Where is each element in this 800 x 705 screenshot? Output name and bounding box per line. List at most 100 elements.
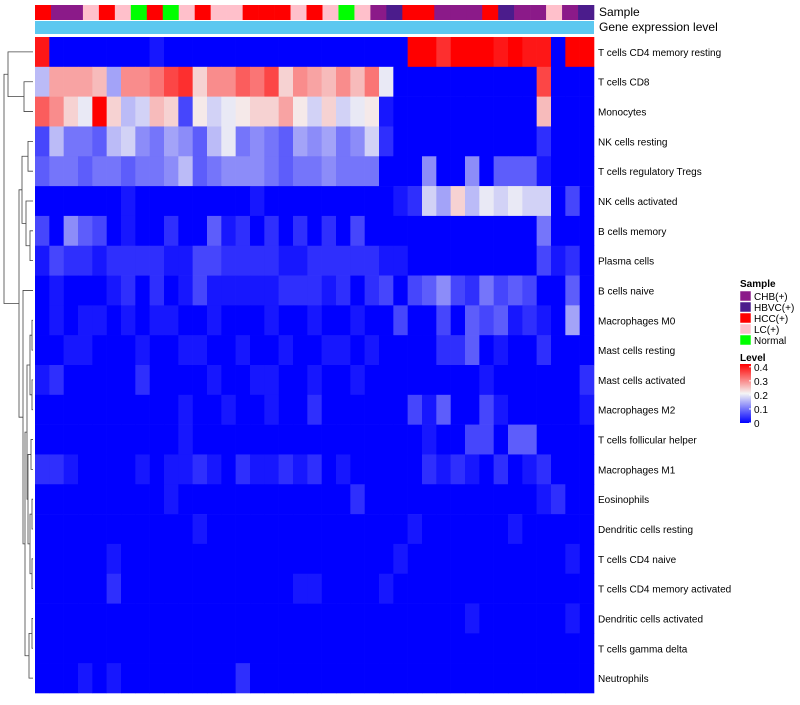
heatmap-cell xyxy=(522,394,537,425)
heatmap-cell xyxy=(278,96,294,127)
sample-annotation-cell xyxy=(322,5,339,20)
heatmap-cell xyxy=(350,573,365,604)
heatmap-cell xyxy=(207,365,222,396)
heatmap-cell xyxy=(336,573,351,604)
row-dendrogram xyxy=(3,51,33,679)
heatmap-cell xyxy=(350,126,365,157)
heatmap-cell xyxy=(565,365,580,396)
heatmap-cell xyxy=(579,96,595,127)
sample-annotation-cell xyxy=(498,5,515,20)
heatmap-cell xyxy=(479,633,494,664)
heatmap-cell xyxy=(207,394,222,425)
heatmap-cell xyxy=(207,215,222,247)
heatmap-cell xyxy=(536,186,552,217)
heatmap-cell xyxy=(293,66,308,97)
sample-annotation-cell xyxy=(274,5,291,20)
heatmap-cell xyxy=(579,335,595,366)
heatmap-cell xyxy=(278,156,294,187)
heatmap-cell xyxy=(307,394,322,425)
heatmap-cell xyxy=(379,633,394,664)
heatmap-cell xyxy=(149,394,165,425)
heatmap-cell xyxy=(350,633,365,664)
heatmap-cell xyxy=(78,335,93,366)
heatmap-cell xyxy=(35,484,50,515)
heatmap-cell xyxy=(450,454,466,485)
heatmap-cell xyxy=(307,603,322,634)
heatmap-cell xyxy=(49,573,64,604)
heatmap-cell xyxy=(121,96,136,127)
heatmap-cell xyxy=(106,37,122,68)
heatmap-cell xyxy=(192,186,208,217)
heatmap-cell xyxy=(264,66,279,97)
heatmap-cell xyxy=(393,365,408,396)
heatmap-cell xyxy=(78,484,93,515)
heatmap-cell xyxy=(579,66,595,97)
heatmap-cell xyxy=(135,156,150,187)
dendrogram-branch xyxy=(31,618,33,649)
sample-annotation-cell xyxy=(386,5,403,20)
heatmap-cell xyxy=(493,394,509,425)
sample-annotation-cell xyxy=(66,5,84,20)
heatmap-cell xyxy=(479,663,494,694)
heatmap-cell xyxy=(49,543,64,575)
heatmap-cell xyxy=(49,37,64,68)
heatmap-cell xyxy=(321,543,337,575)
heatmap-cell xyxy=(250,37,265,68)
heatmap-cell xyxy=(178,186,193,217)
heatmap-cell xyxy=(78,305,93,336)
heatmap-cell xyxy=(178,96,193,127)
heatmap-cell xyxy=(422,543,437,575)
sample-annotation-cell xyxy=(418,5,435,20)
heatmap-cell xyxy=(49,96,64,127)
heatmap-cell xyxy=(364,484,380,515)
heatmap-cell xyxy=(121,245,136,276)
heatmap-cell xyxy=(307,633,322,664)
heatmap-cell xyxy=(522,484,537,515)
heatmap-cell xyxy=(393,66,408,97)
heatmap-cell xyxy=(493,573,509,604)
heatmap-cell xyxy=(135,394,150,425)
heatmap-cell xyxy=(250,126,265,157)
heatmap-cell xyxy=(450,66,466,97)
heatmap-cell xyxy=(78,663,93,694)
heatmap-cell xyxy=(579,275,595,306)
heatmap-cell xyxy=(135,275,150,306)
heatmap-cell xyxy=(436,663,451,694)
heatmap-cell xyxy=(92,305,107,336)
heatmap-cell xyxy=(393,305,408,336)
heatmap-cell xyxy=(92,543,107,575)
heatmap-cell xyxy=(479,424,494,455)
heatmap-cell xyxy=(307,37,322,68)
heatmap-cell xyxy=(321,454,337,485)
heatmap-cell xyxy=(407,126,423,157)
heatmap-cell xyxy=(536,96,552,127)
heatmap-cell xyxy=(479,514,494,545)
level-legend-tick-label: 0.3 xyxy=(754,377,768,388)
sample-annotation-cell xyxy=(434,5,451,20)
heatmap-cell xyxy=(508,215,523,247)
heatmap-cell xyxy=(221,514,236,545)
heatmap-cell xyxy=(393,454,408,485)
heatmap-cell xyxy=(579,37,595,68)
heatmap-cell xyxy=(450,573,466,604)
heatmap-cell xyxy=(379,663,394,694)
heatmap-cell xyxy=(321,37,337,68)
heatmap-cell xyxy=(350,514,365,545)
heatmap-cell xyxy=(164,663,179,694)
heatmap-cell xyxy=(565,66,580,97)
row-label: Eosinophils xyxy=(598,495,649,506)
heatmap-cell xyxy=(207,156,222,187)
heatmap-cell xyxy=(465,66,480,97)
heatmap-cell xyxy=(149,156,165,187)
heatmap-cell xyxy=(436,365,451,396)
heatmap-cell xyxy=(565,633,580,664)
heatmap-cell xyxy=(164,394,179,425)
heatmap-cell xyxy=(479,245,494,276)
dendrogram-branch xyxy=(27,454,31,545)
heatmap-cell xyxy=(35,424,50,455)
row-label: T cells regulatory Tregs xyxy=(598,167,702,178)
heatmap-cell xyxy=(393,186,408,217)
heatmap-cell xyxy=(78,126,93,157)
heatmap-cell xyxy=(178,394,193,425)
heatmap-cell xyxy=(479,335,494,366)
